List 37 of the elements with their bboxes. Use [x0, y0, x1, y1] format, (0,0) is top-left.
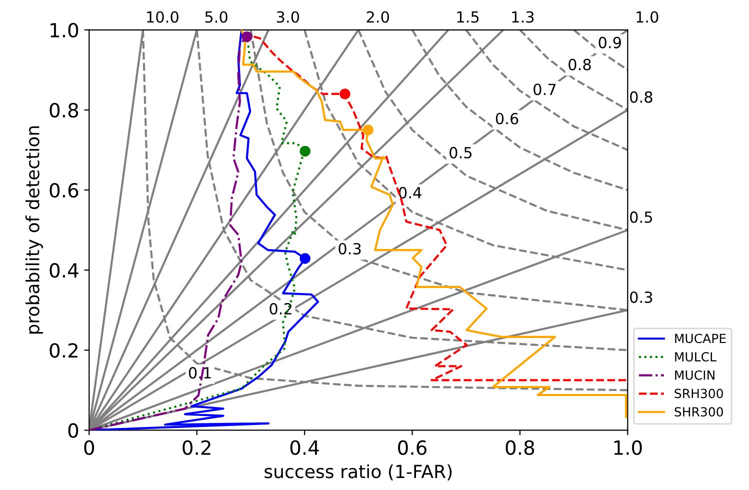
legend-label: MUCIN [675, 370, 714, 380]
annotation: 1.0 [636, 11, 658, 23]
annotation: 0.3 [630, 291, 652, 303]
annotation: 3.0 [276, 11, 300, 23]
x-axis-title: success ratio (1-FAR) [264, 464, 452, 480]
legend-label: SHR300 [674, 407, 723, 417]
annotation: 1.5 [457, 11, 479, 23]
legend-label: MULCL [675, 352, 716, 362]
x-tick-label: 1.0 [614, 440, 642, 455]
annotation: 0.9 [598, 36, 621, 48]
y-tick-label: 0.4 [50, 263, 78, 278]
y-axis-title: probability of detection [25, 126, 43, 334]
x-tick-label: 0 [84, 440, 94, 455]
annotation: 0.6 [496, 112, 518, 124]
annotation: 0.2 [270, 303, 292, 315]
legend-label: SRH300 [674, 388, 723, 398]
annotation: 0.5 [450, 146, 472, 158]
annotation: 0.8 [630, 91, 652, 103]
x-tick-label: 0.4 [290, 440, 319, 455]
annotation: 2.0 [366, 11, 389, 23]
x-tick-label: 0.2 [182, 440, 210, 455]
annotation: 0.7 [534, 84, 556, 96]
y-tick-label: 0.8 [50, 102, 78, 118]
annotation: 5.0 [205, 11, 228, 23]
y-tick-label: 0 [68, 423, 78, 438]
y-tick-label: 0.2 [50, 343, 78, 358]
legend-label: MUCAPE [675, 334, 726, 344]
annotation: 0.5 [630, 211, 652, 223]
y-tick-label: 0.6 [50, 182, 78, 198]
x-tick-label: 0.6 [398, 440, 426, 455]
annotation: 0.3 [338, 242, 361, 255]
annotation: 10.0 [147, 11, 178, 23]
annotation: 1.3 [512, 11, 534, 23]
x-tick-label: 0.8 [506, 440, 534, 455]
annotation: 0.4 [398, 186, 422, 198]
y-tick-label: 1.0 [50, 22, 78, 38]
annotation: 0.8 [568, 58, 591, 70]
